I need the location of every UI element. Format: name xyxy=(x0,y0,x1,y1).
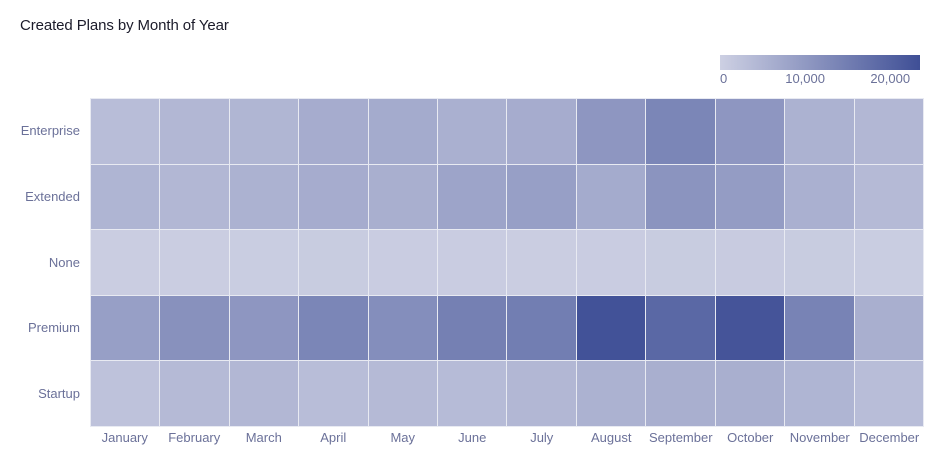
chart-title: Created Plans by Month of Year xyxy=(20,17,229,34)
column-label: March xyxy=(245,430,282,445)
column-label: June xyxy=(458,430,487,445)
row-label: Enterprise xyxy=(20,122,80,138)
heatmap-cell-enterprise-november[interactable] xyxy=(785,99,854,164)
heatmap-cell-none-june[interactable] xyxy=(438,230,507,295)
heatmap-cell-none-january[interactable] xyxy=(91,230,160,295)
column-label: November xyxy=(789,430,850,445)
heatmap-cell-none-july[interactable] xyxy=(507,230,576,295)
column-label: February xyxy=(168,430,221,445)
heatmap-cell-startup-july[interactable] xyxy=(507,361,576,426)
column-label: May xyxy=(390,430,416,445)
heatmap-cell-enterprise-august[interactable] xyxy=(576,99,646,164)
color-legend-bar xyxy=(720,55,920,70)
row-label: Extended xyxy=(25,188,80,204)
legend-tick-label: 20,000 xyxy=(870,71,911,86)
column-label: October xyxy=(727,430,774,445)
heatmap-cell-startup-may[interactable] xyxy=(368,361,438,426)
heatmap-cell-startup-february[interactable] xyxy=(160,361,229,426)
heatmap-cell-premium-february[interactable] xyxy=(160,295,229,361)
heatmap-cell-none-april[interactable] xyxy=(299,230,368,295)
heatmap-cell-premium-january[interactable] xyxy=(91,295,160,361)
heatmap-cell-premium-may[interactable] xyxy=(368,295,438,361)
heatmap-cell-enterprise-june[interactable] xyxy=(438,99,507,164)
heatmap-cell-startup-october[interactable] xyxy=(715,361,785,426)
heatmap-cell-extended-july[interactable] xyxy=(507,164,576,230)
heatmap-cell-none-november[interactable] xyxy=(785,230,854,295)
heatmap-cell-startup-august[interactable] xyxy=(576,361,646,426)
heatmap-cell-premium-october[interactable] xyxy=(715,295,785,361)
heatmap-cell-extended-january[interactable] xyxy=(91,164,160,230)
heatmap-cell-startup-november[interactable] xyxy=(785,361,854,426)
row-label: None xyxy=(48,254,80,270)
heatmap-cell-none-september[interactable] xyxy=(646,230,715,295)
heatmap-cell-none-august[interactable] xyxy=(576,230,646,295)
heatmap-cell-enterprise-september[interactable] xyxy=(646,99,715,164)
column-label: December xyxy=(859,430,920,445)
heatmap-cell-extended-september[interactable] xyxy=(646,164,715,230)
heatmap-cell-extended-may[interactable] xyxy=(368,164,438,230)
heatmap-cell-enterprise-march[interactable] xyxy=(229,99,299,164)
heatmap-cell-premium-march[interactable] xyxy=(229,295,299,361)
column-label: August xyxy=(591,430,632,445)
heatmap-cell-premium-december[interactable] xyxy=(854,295,923,361)
heatmap-cell-extended-february[interactable] xyxy=(160,164,229,230)
row-label: Startup xyxy=(38,386,80,402)
heatmap-cell-none-february[interactable] xyxy=(160,230,229,295)
heatmap-cell-enterprise-january[interactable] xyxy=(91,99,160,164)
heatmap-cell-extended-november[interactable] xyxy=(785,164,854,230)
heatmap-cell-extended-june[interactable] xyxy=(438,164,507,230)
heatmap-cell-extended-august[interactable] xyxy=(576,164,646,230)
legend-tick-label: 0 xyxy=(720,71,728,86)
heatmap-cell-premium-august[interactable] xyxy=(576,295,646,361)
heatmap-cell-none-march[interactable] xyxy=(229,230,299,295)
row-label: Premium xyxy=(27,320,80,336)
heatmap-cell-startup-june[interactable] xyxy=(438,361,507,426)
heatmap-cell-premium-april[interactable] xyxy=(299,295,368,361)
column-label: January xyxy=(101,430,148,445)
legend-tick-label: 10,000 xyxy=(785,71,825,86)
heatmap-cell-startup-march[interactable] xyxy=(229,361,299,426)
heatmap-cell-none-october[interactable] xyxy=(715,230,785,295)
heatmap-cell-enterprise-may[interactable] xyxy=(368,99,438,164)
heatmap-cell-enterprise-april[interactable] xyxy=(299,99,368,164)
heatmap-cell-extended-march[interactable] xyxy=(229,164,299,230)
heatmap-cell-premium-november[interactable] xyxy=(785,295,854,361)
heatmap-cell-premium-june[interactable] xyxy=(438,295,507,361)
column-label: July xyxy=(530,430,554,445)
heatmap-cell-enterprise-july[interactable] xyxy=(507,99,576,164)
column-label: September xyxy=(648,430,713,445)
heatmap-cell-enterprise-december[interactable] xyxy=(854,99,923,164)
heatmap-cell-startup-april[interactable] xyxy=(299,361,368,426)
column-label: April xyxy=(320,430,347,445)
heatmap-cell-none-december[interactable] xyxy=(854,230,923,295)
heatmap-cell-startup-december[interactable] xyxy=(854,361,923,426)
heatmap-cell-startup-september[interactable] xyxy=(646,361,715,426)
heatmap-cell-startup-january[interactable] xyxy=(91,361,160,426)
heatmap-cell-enterprise-february[interactable] xyxy=(160,99,229,164)
heatmap-cell-premium-july[interactable] xyxy=(507,295,576,361)
heatmap-grid xyxy=(90,98,924,427)
heatmap-cell-extended-december[interactable] xyxy=(854,164,923,230)
heatmap-cell-enterprise-october[interactable] xyxy=(715,99,785,164)
heatmap-cell-premium-september[interactable] xyxy=(646,295,715,361)
heatmap-cell-extended-october[interactable] xyxy=(715,164,785,230)
heatmap-cell-extended-april[interactable] xyxy=(299,164,368,230)
heatmap-cell-none-may[interactable] xyxy=(368,230,438,295)
